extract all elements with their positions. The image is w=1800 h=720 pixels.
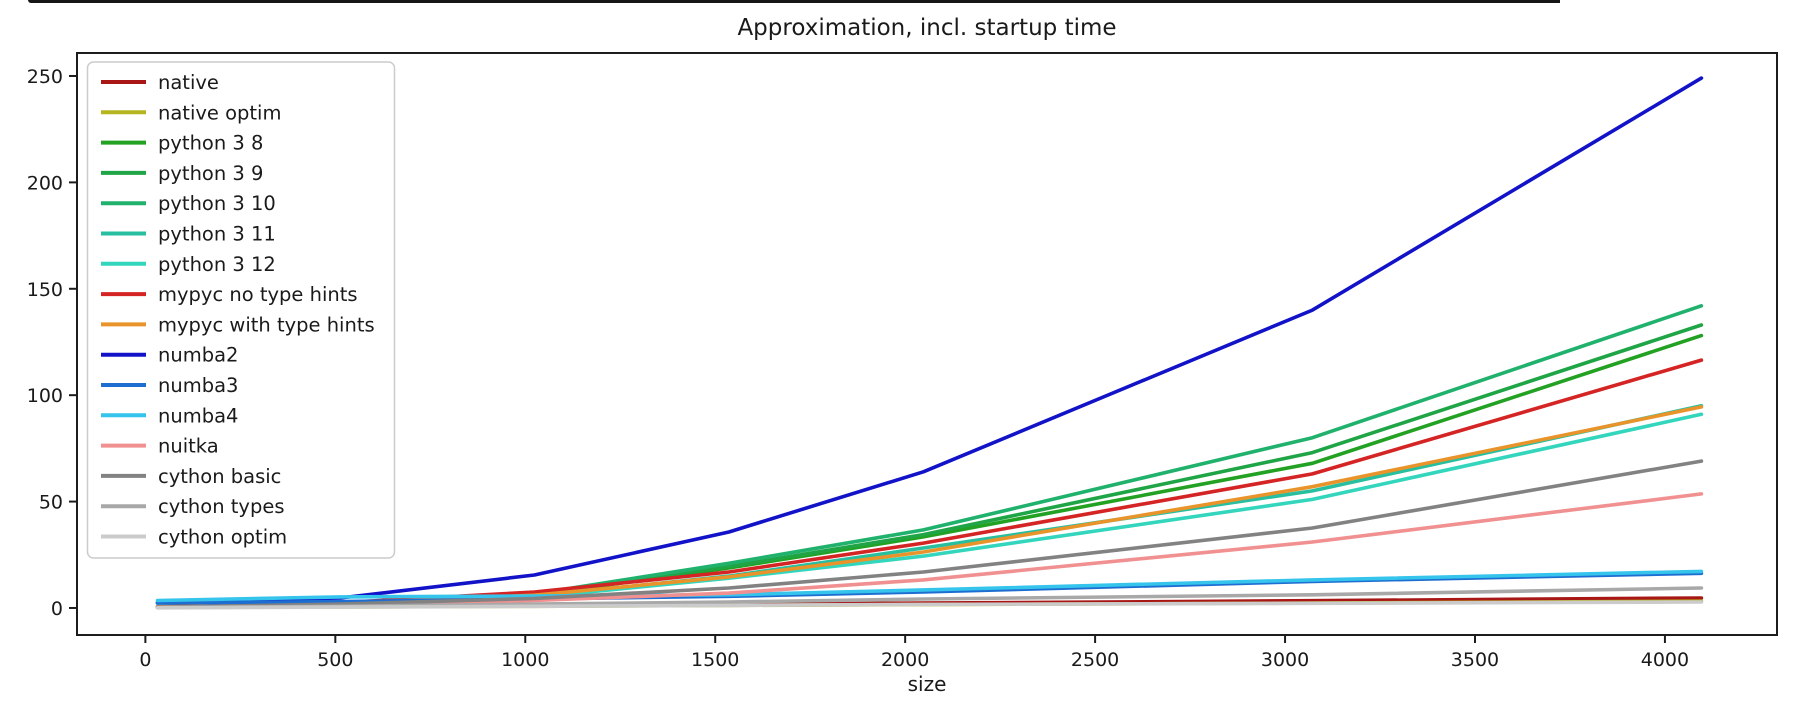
legend-label-cython-types: cython types [158, 495, 284, 518]
x-tick-label: 4000 [1641, 649, 1689, 671]
legend-label-numba3: numba3 [158, 374, 238, 397]
y-tick-label: 250 [27, 66, 63, 88]
legend-label-mypyc-no-type-hints: mypyc no type hints [158, 283, 358, 306]
x-tick-label: 3000 [1261, 649, 1309, 671]
legend-label-mypyc-with-type-hints: mypyc with type hints [158, 313, 375, 336]
legend-label-nuitka: nuitka [158, 435, 219, 458]
x-tick-label: 1000 [501, 649, 549, 671]
y-tick-label: 150 [27, 279, 63, 301]
legend-label-numba4: numba4 [158, 404, 238, 427]
window-top-edge [28, 0, 1560, 3]
y-tick-label: 200 [27, 172, 63, 194]
x-tick-label: 1500 [691, 649, 739, 671]
y-tick-label: 100 [27, 385, 63, 407]
y-tick-label: 50 [39, 492, 63, 514]
legend-label-native: native [158, 71, 219, 94]
chart-title: Approximation, incl. startup time [737, 15, 1117, 41]
y-tick-label: 0 [51, 598, 63, 620]
legend-label-cython-basic: cython basic [158, 465, 281, 488]
legend-label-cython-optim: cython optim [158, 526, 287, 549]
series-line-numba4 [155, 569, 1704, 603]
series-line-cython-optim [155, 600, 1704, 610]
axes-frame [76, 52, 1778, 636]
legend-label-python-3-12: python 3 12 [158, 253, 276, 276]
x-tick-label: 500 [317, 649, 353, 671]
legend-label-python-3-11: python 3 11 [158, 223, 276, 246]
x-tick-label: 0 [139, 649, 151, 671]
legend-label-numba2: numba2 [158, 344, 238, 367]
legend-label-python-3-9: python 3 9 [158, 162, 263, 185]
legend-label-python-3-10: python 3 10 [158, 192, 276, 215]
legend-label-native-optim: native optim [158, 101, 281, 124]
x-tick-label: 2500 [1071, 649, 1119, 671]
series-line-cython-basic [155, 459, 1704, 610]
legend-label-python-3-8: python 3 8 [158, 132, 263, 155]
x-axis-label: size [907, 672, 947, 696]
x-tick-label: 3500 [1451, 649, 1499, 671]
legend-box [86, 61, 396, 559]
x-tick-label: 2000 [881, 649, 929, 671]
